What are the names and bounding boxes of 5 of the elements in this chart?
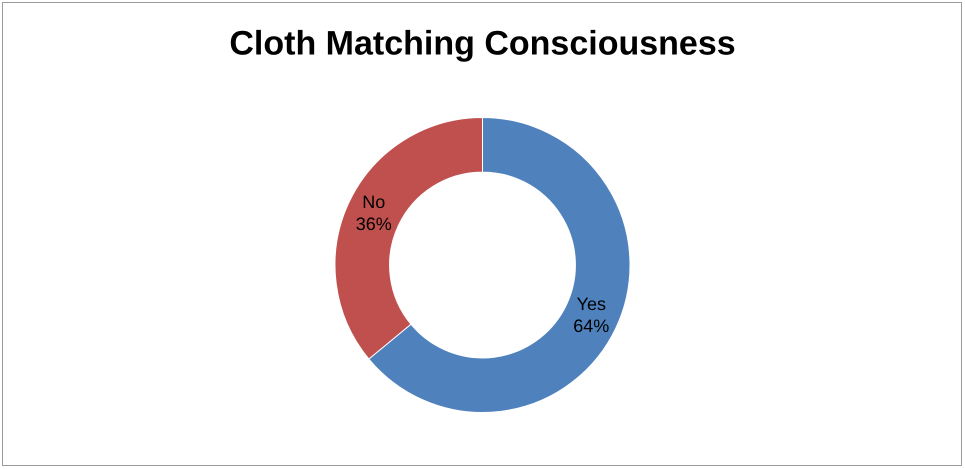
slice-label: No	[362, 192, 386, 212]
data-label: 36%	[356, 214, 392, 234]
slice-label: Yes	[576, 294, 606, 314]
data-label: 64%	[573, 316, 610, 336]
chart-title: Cloth Matching Consciousness	[229, 24, 736, 62]
